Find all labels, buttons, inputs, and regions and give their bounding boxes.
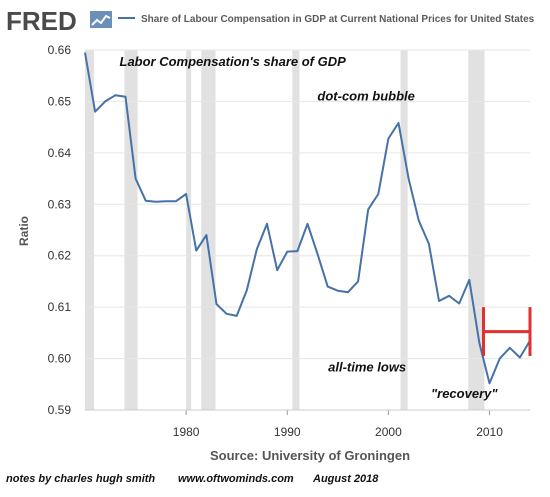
data-point[interactable] xyxy=(103,99,108,104)
fred-logo-chart-icon xyxy=(90,11,112,28)
data-point[interactable] xyxy=(477,341,482,346)
data-point[interactable] xyxy=(416,218,421,223)
y-tick-label: 0.60 xyxy=(48,352,72,366)
data-point[interactable] xyxy=(204,233,209,238)
y-tick-label: 0.63 xyxy=(48,197,72,211)
data-point[interactable] xyxy=(386,136,391,141)
data-point[interactable] xyxy=(376,192,381,197)
data-point[interactable] xyxy=(254,247,259,252)
data-point[interactable] xyxy=(396,121,401,126)
fred-logo[interactable]: FRED xyxy=(6,6,77,36)
recession-band xyxy=(292,50,300,410)
data-point[interactable] xyxy=(315,252,320,257)
data-point[interactable] xyxy=(285,249,290,254)
recession-band xyxy=(201,50,216,410)
source-label: Source: University of Groningen xyxy=(210,448,410,463)
data-point[interactable] xyxy=(244,288,249,293)
footer-date: August 2018 xyxy=(312,473,379,485)
recession-band xyxy=(186,50,192,410)
data-point[interactable] xyxy=(457,301,462,306)
annotation-label: all-time lows xyxy=(328,359,406,374)
plot-area: 0.59 0.60 0.61 0.62 0.63 0.64 0.65 0.66 1980 1990… xyxy=(48,43,532,439)
x-tick-label: 1980 xyxy=(173,425,200,439)
y-tick-label: 0.66 xyxy=(48,43,72,57)
recession-band xyxy=(124,50,138,410)
y-tick-label: 0.64 xyxy=(48,146,72,160)
data-point[interactable] xyxy=(345,290,350,295)
data-point[interactable] xyxy=(93,109,98,114)
footer-url[interactable]: www.oftwominds.com xyxy=(178,473,294,485)
data-point[interactable] xyxy=(123,94,128,99)
data-point[interactable] xyxy=(265,221,270,226)
y-tick-label: 0.65 xyxy=(48,94,72,108)
data-point[interactable] xyxy=(335,288,340,293)
y-tick-label: 0.61 xyxy=(48,300,72,314)
data-point[interactable] xyxy=(214,302,219,307)
annotation-label: "recovery" xyxy=(431,386,498,401)
data-point[interactable] xyxy=(295,249,300,254)
data-point[interactable] xyxy=(305,221,310,226)
recession-band xyxy=(400,50,408,410)
data-point[interactable] xyxy=(487,381,492,386)
y-tick-label: 0.62 xyxy=(48,249,72,263)
recession-band xyxy=(468,50,485,410)
data-point[interactable] xyxy=(356,279,361,284)
data-point[interactable] xyxy=(224,311,229,316)
y-axis-label: Ratio xyxy=(17,216,31,246)
data-point[interactable] xyxy=(447,293,452,298)
data-point[interactable] xyxy=(163,199,168,204)
data-point[interactable] xyxy=(436,298,441,303)
data-point[interactable] xyxy=(234,313,239,318)
data-point[interactable] xyxy=(133,176,138,181)
data-point[interactable] xyxy=(325,284,330,289)
data-point[interactable] xyxy=(426,241,431,246)
footer-author: notes by charles hugh smith xyxy=(6,473,155,485)
data-point[interactable] xyxy=(113,93,118,98)
series-line[interactable] xyxy=(84,52,531,385)
x-tick-label: 1990 xyxy=(274,425,301,439)
data-point[interactable] xyxy=(184,192,189,197)
data-point[interactable] xyxy=(153,199,158,204)
annotation-label: dot-com bubble xyxy=(317,88,415,103)
data-point[interactable] xyxy=(83,50,88,55)
recession-band xyxy=(85,50,95,410)
data-point[interactable] xyxy=(143,198,148,203)
x-tick-label: 2010 xyxy=(476,425,503,439)
annotation-label: Labor Compensation's share of GDP xyxy=(120,54,347,69)
data-point[interactable] xyxy=(517,355,522,360)
data-point[interactable] xyxy=(507,345,512,350)
data-point[interactable] xyxy=(497,356,502,361)
legend-title: Share of Labour Compensation in GDP at C… xyxy=(141,14,535,25)
data-point[interactable] xyxy=(194,248,199,253)
data-point[interactable] xyxy=(366,207,371,212)
data-point[interactable] xyxy=(467,277,472,282)
data-point[interactable] xyxy=(406,176,411,181)
x-tick-label: 2000 xyxy=(375,425,402,439)
data-point[interactable] xyxy=(174,199,179,204)
footer: notes by charles hugh smith www.oftwomin… xyxy=(6,473,379,485)
data-point[interactable] xyxy=(275,268,280,273)
header: FRED Share of Labour Compensation in GDP… xyxy=(6,6,535,36)
y-tick-label: 0.59 xyxy=(48,403,72,417)
